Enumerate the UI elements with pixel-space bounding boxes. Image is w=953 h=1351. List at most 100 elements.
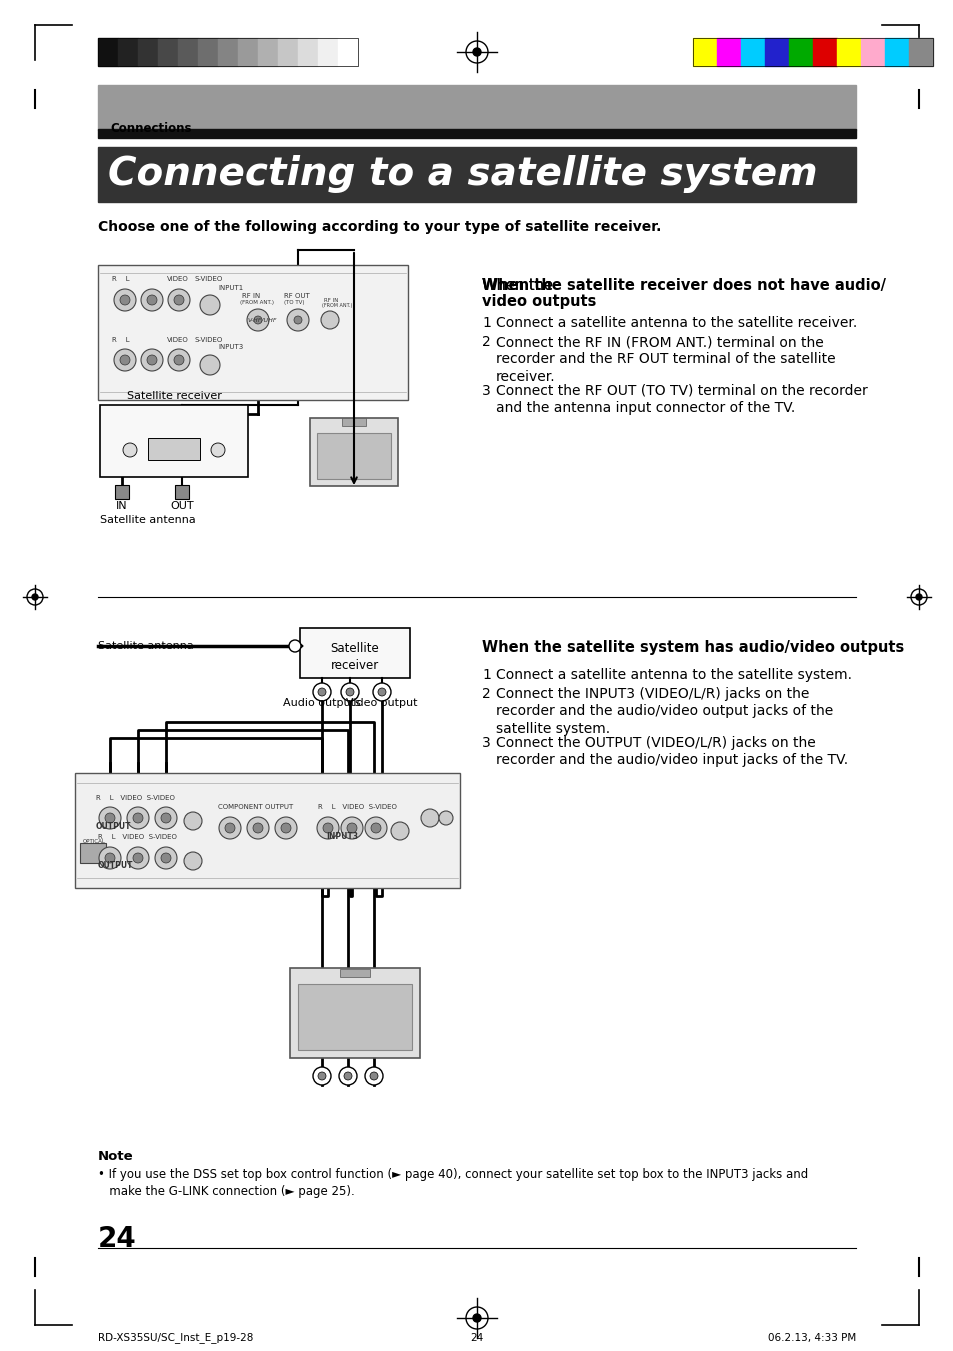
Text: IN: IN xyxy=(116,501,128,511)
Text: (TO TV): (TO TV) xyxy=(284,300,304,305)
Bar xyxy=(290,969,419,1058)
Text: OUT: OUT xyxy=(170,501,193,511)
Text: Video output: Video output xyxy=(346,698,417,708)
Bar xyxy=(98,265,408,400)
Circle shape xyxy=(200,295,220,315)
Text: R    L   VIDEO  S-VIDEO: R L VIDEO S-VIDEO xyxy=(98,834,176,840)
Bar xyxy=(75,773,459,888)
Bar xyxy=(740,38,764,66)
Circle shape xyxy=(365,817,387,839)
Circle shape xyxy=(120,355,130,365)
Text: 3: 3 xyxy=(481,736,490,750)
Circle shape xyxy=(127,847,149,869)
Circle shape xyxy=(147,295,157,305)
Circle shape xyxy=(141,349,163,372)
Circle shape xyxy=(168,289,190,311)
Bar xyxy=(100,405,248,477)
Circle shape xyxy=(915,594,921,600)
Text: OUTPUT: OUTPUT xyxy=(96,821,132,831)
Circle shape xyxy=(184,852,202,870)
Bar xyxy=(277,38,297,66)
Bar xyxy=(317,38,337,66)
Circle shape xyxy=(473,1315,480,1323)
Text: 3: 3 xyxy=(481,384,490,399)
Bar xyxy=(237,38,257,66)
Bar xyxy=(118,38,138,66)
Bar xyxy=(98,38,357,66)
Bar xyxy=(337,38,357,66)
Circle shape xyxy=(317,1071,326,1079)
Circle shape xyxy=(132,852,143,863)
Bar xyxy=(717,38,740,66)
Text: S-VIDEO: S-VIDEO xyxy=(194,276,223,282)
Circle shape xyxy=(365,1067,382,1085)
Text: video outputs: video outputs xyxy=(481,295,596,309)
Text: RD-XS35SU/SC_Inst_E_p19-28: RD-XS35SU/SC_Inst_E_p19-28 xyxy=(98,1332,253,1343)
Text: 24: 24 xyxy=(470,1333,483,1343)
Text: • If you use the DSS set top box control function (► page 40), connect your sate: • If you use the DSS set top box control… xyxy=(98,1169,807,1198)
Bar xyxy=(158,38,178,66)
Text: 1: 1 xyxy=(481,667,491,682)
Text: RF IN: RF IN xyxy=(324,299,338,303)
Bar xyxy=(138,38,158,66)
Text: Satellite
receiver: Satellite receiver xyxy=(331,642,379,671)
Circle shape xyxy=(391,821,409,840)
Text: R    L   VIDEO  S-VIDEO: R L VIDEO S-VIDEO xyxy=(317,804,396,811)
Circle shape xyxy=(113,289,136,311)
Circle shape xyxy=(274,817,296,839)
Circle shape xyxy=(113,349,136,372)
Circle shape xyxy=(99,847,121,869)
Circle shape xyxy=(370,1071,377,1079)
Text: When the: When the xyxy=(481,278,558,293)
Text: R    L: R L xyxy=(112,336,130,343)
Text: INPUT3: INPUT3 xyxy=(326,832,357,842)
Text: RF OUT: RF OUT xyxy=(284,293,310,299)
Circle shape xyxy=(154,807,177,830)
Circle shape xyxy=(340,684,358,701)
Circle shape xyxy=(294,316,302,324)
Circle shape xyxy=(316,817,338,839)
Circle shape xyxy=(347,823,356,834)
Text: 2: 2 xyxy=(481,688,490,701)
Bar xyxy=(115,485,129,499)
Circle shape xyxy=(120,295,130,305)
Circle shape xyxy=(123,443,137,457)
Bar xyxy=(98,38,118,66)
Text: VIDEO: VIDEO xyxy=(167,336,189,343)
Text: Connections: Connections xyxy=(110,122,192,135)
Text: V-HF/UHF: V-HF/UHF xyxy=(248,317,277,323)
Bar xyxy=(174,485,189,499)
Text: Connect the OUTPUT (VIDEO/L/R) jacks on the
recorder and the audio/video input j: Connect the OUTPUT (VIDEO/L/R) jacks on … xyxy=(496,736,847,767)
Bar xyxy=(218,38,237,66)
Circle shape xyxy=(132,813,143,823)
Circle shape xyxy=(420,809,438,827)
Circle shape xyxy=(32,594,38,600)
Text: Connect a satellite antenna to the satellite system.: Connect a satellite antenna to the satel… xyxy=(496,667,851,682)
Circle shape xyxy=(338,1067,356,1085)
Circle shape xyxy=(168,349,190,372)
Text: RF IN: RF IN xyxy=(242,293,260,299)
Circle shape xyxy=(377,688,386,696)
FancyArrow shape xyxy=(290,642,303,650)
Circle shape xyxy=(281,823,291,834)
Bar xyxy=(339,969,370,977)
Circle shape xyxy=(219,817,241,839)
Text: R    L: R L xyxy=(112,276,130,282)
Circle shape xyxy=(173,355,184,365)
Circle shape xyxy=(313,684,331,701)
Text: OPTICAL: OPTICAL xyxy=(83,839,106,844)
Text: 06.2.13, 4:33 PM: 06.2.13, 4:33 PM xyxy=(767,1333,855,1343)
Bar xyxy=(836,38,861,66)
Circle shape xyxy=(161,813,171,823)
Text: OUTPUT: OUTPUT xyxy=(98,861,133,870)
Circle shape xyxy=(247,309,269,331)
Bar xyxy=(297,984,412,1050)
Bar xyxy=(692,38,932,66)
Text: (FROM ANT.): (FROM ANT.) xyxy=(322,303,352,308)
Circle shape xyxy=(317,688,326,696)
Bar xyxy=(178,38,198,66)
Circle shape xyxy=(323,823,333,834)
Text: Satellite antenna: Satellite antenna xyxy=(100,515,195,526)
Bar xyxy=(198,38,218,66)
Circle shape xyxy=(211,443,225,457)
